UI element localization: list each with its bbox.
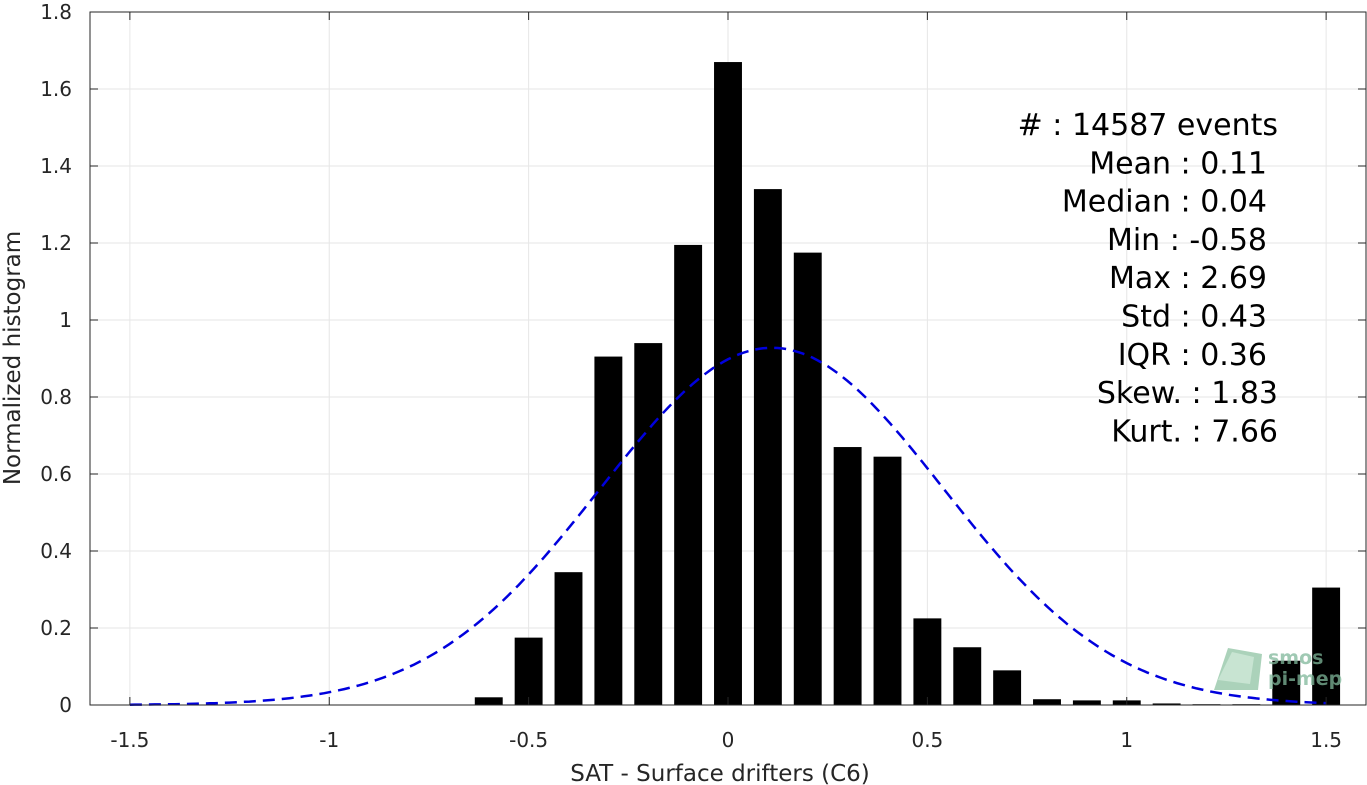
- gaussian-fit-curve: [129, 346, 1327, 706]
- histogram-bar: [993, 670, 1022, 705]
- y-tick-label: 0.8: [40, 385, 72, 409]
- stat-line: Std : 0.43: [1121, 300, 1267, 335]
- stat-line: Max : 2.69: [1109, 261, 1267, 296]
- logo-line1: smos: [1268, 647, 1323, 669]
- histogram-bar: [1072, 700, 1101, 705]
- stat-line: Kurt. : 7.66: [1111, 414, 1278, 449]
- y-tick-label: 1: [59, 308, 72, 332]
- y-axis-ticks: 0 0.2 0.4 0.6 0.8 1 1.2 1.4 1.6 1.8: [40, 0, 1366, 717]
- histogram-bar: [1152, 703, 1181, 705]
- smos-pimep-logo: smos pi-mep: [1214, 647, 1342, 690]
- y-tick-label: 0: [59, 693, 72, 717]
- stat-line: Median : 0.04: [1062, 185, 1267, 220]
- histogram-bar: [1033, 699, 1061, 705]
- stat-line: # : 14587 events: [1018, 108, 1278, 143]
- x-axis-label: SAT - Surface drifters (C6): [570, 761, 870, 785]
- stat-line: Mean : 0.11: [1089, 146, 1267, 181]
- histogram-bar: [714, 62, 742, 706]
- y-tick-label: 0.6: [40, 462, 72, 486]
- histogram-bar: [753, 189, 782, 706]
- histogram-bar: [554, 572, 583, 705]
- logo-mark-highlight: [1218, 652, 1254, 684]
- y-axis-label: Normalized histogram: [0, 231, 26, 485]
- histogram-bar: [793, 252, 822, 705]
- y-tick-label: 0.2: [40, 616, 72, 640]
- histogram-bar: [953, 647, 982, 705]
- y-tick-label: 0.4: [40, 539, 72, 563]
- x-tick-label: -1.5: [110, 728, 149, 752]
- stat-line: IQR : 0.36: [1118, 338, 1267, 373]
- histogram-bar: [1312, 587, 1341, 705]
- x-tick-label: 0.5: [911, 728, 943, 752]
- x-axis-ticks: -1.5 -1 -0.5 0 0.5 1 1.5: [110, 12, 1342, 752]
- y-tick-label: 1.8: [40, 0, 72, 24]
- x-tick-label: -1: [319, 728, 339, 752]
- histogram-bar: [873, 456, 902, 705]
- histogram-bar: [674, 244, 703, 706]
- y-tick-label: 1.2: [40, 231, 72, 255]
- histogram-bar: [634, 343, 663, 705]
- histogram-bars: [474, 62, 1341, 706]
- y-tick-label: 1.4: [40, 154, 72, 178]
- histogram-bar: [474, 697, 503, 705]
- histogram-bar: [514, 637, 543, 705]
- x-tick-label: 1.5: [1310, 728, 1342, 752]
- stat-line: Min : -0.58: [1107, 223, 1267, 258]
- stat-line: Skew. : 1.83: [1097, 376, 1278, 411]
- x-tick-label: 1: [1120, 728, 1133, 752]
- logo-line2: pi-mep: [1268, 668, 1342, 690]
- y-tick-label: 1.6: [40, 77, 72, 101]
- histogram-bar: [913, 618, 942, 705]
- histogram-bar: [833, 447, 862, 705]
- histogram-bar: [594, 356, 623, 705]
- x-tick-label: 0: [722, 728, 735, 752]
- histogram-bar: [1272, 660, 1301, 705]
- x-tick-label: -0.5: [509, 728, 548, 752]
